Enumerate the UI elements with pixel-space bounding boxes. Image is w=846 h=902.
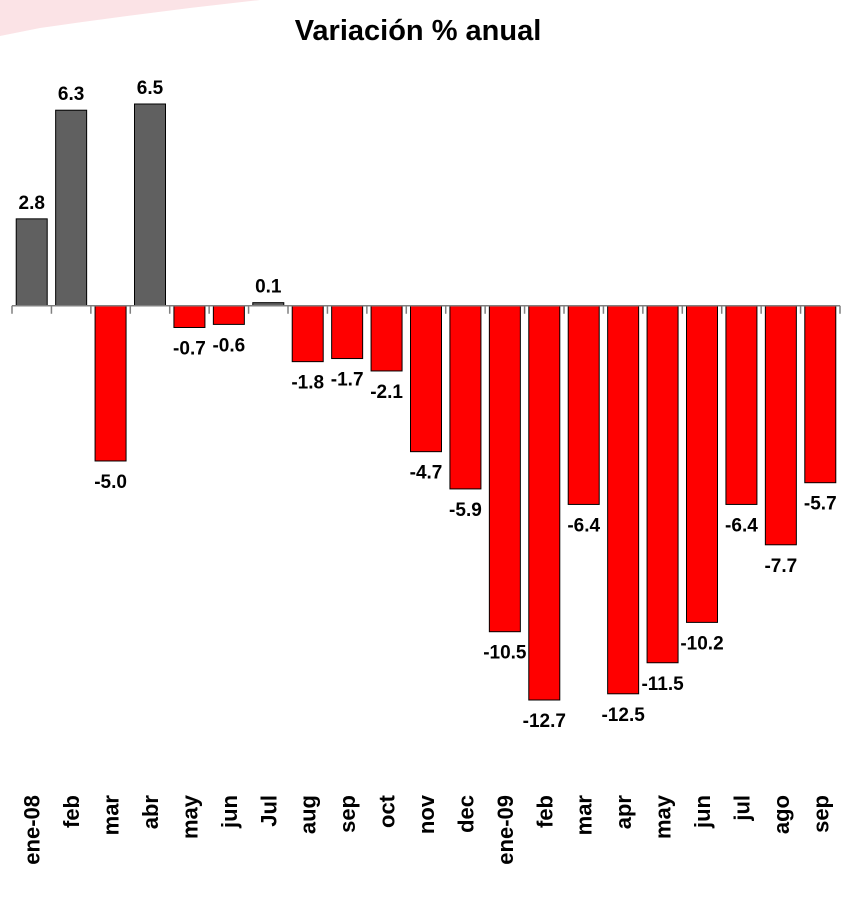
x-tick-label: Jul [256, 795, 281, 827]
data-label: 6.3 [58, 84, 84, 105]
bar [449, 305, 482, 490]
data-label: -6.4 [567, 515, 600, 536]
bar [607, 305, 640, 695]
x-tick-label: jul [729, 795, 754, 822]
data-label: 0.1 [255, 277, 282, 298]
bar [212, 305, 245, 325]
decoration [0, 0, 260, 36]
chart-title: Variación % anual [295, 15, 542, 47]
bar [331, 305, 364, 360]
data-label: -4.7 [410, 463, 443, 484]
data-label: -5.9 [449, 500, 482, 521]
x-tick-label: ene-08 [20, 795, 45, 865]
x-tick-label: jun [217, 795, 242, 829]
data-label: -12.7 [523, 711, 566, 732]
x-tick-label: feb [59, 795, 84, 828]
x-tick-label: sep [335, 795, 360, 833]
data-label: -0.7 [173, 339, 206, 360]
x-tick-label: apr [611, 795, 636, 830]
data-label: -12.5 [601, 705, 645, 726]
bar [94, 305, 127, 462]
data-label: -1.7 [331, 370, 364, 391]
data-label: -0.6 [212, 335, 245, 356]
data-label: 2.8 [19, 193, 45, 214]
x-tick-label: sep [808, 795, 833, 833]
x-tick-label: mar [99, 795, 124, 836]
bar [725, 305, 758, 505]
bar [804, 305, 837, 484]
data-label: 6.5 [137, 78, 164, 99]
bar [686, 305, 718, 623]
x-tick-label: nov [414, 794, 439, 834]
data-label: -10.2 [680, 633, 723, 654]
bar [646, 305, 679, 664]
bar [488, 305, 521, 633]
bar [764, 305, 797, 546]
bar [134, 103, 166, 307]
x-tick-label: feb [532, 795, 557, 828]
x-tick-label: may [651, 794, 676, 839]
data-label: -10.5 [483, 643, 527, 664]
bar [567, 305, 600, 505]
bar [410, 305, 442, 453]
bar [15, 218, 48, 307]
x-tick-label: mar [572, 795, 597, 836]
data-label: -1.8 [291, 373, 324, 394]
data-label: -6.4 [725, 515, 758, 536]
x-tick-label: jun [690, 795, 715, 829]
x-tick-label: abr [138, 795, 163, 830]
x-tick-label: oct [375, 794, 400, 828]
bar [55, 109, 88, 307]
x-tick-label: aug [296, 795, 321, 834]
x-tick-label: ago [769, 795, 794, 834]
bar [528, 305, 561, 701]
data-label: -7.7 [764, 556, 797, 577]
x-tick-label: may [177, 794, 202, 839]
bar [173, 305, 206, 329]
x-tick-label: dec [453, 795, 478, 833]
data-label: -2.1 [370, 382, 403, 403]
bar [370, 305, 403, 372]
data-label: -11.5 [641, 674, 684, 695]
data-label: -5.0 [94, 472, 127, 493]
x-tick-label: ene-09 [493, 795, 518, 865]
data-label: -5.7 [804, 494, 837, 515]
bar [291, 305, 324, 363]
